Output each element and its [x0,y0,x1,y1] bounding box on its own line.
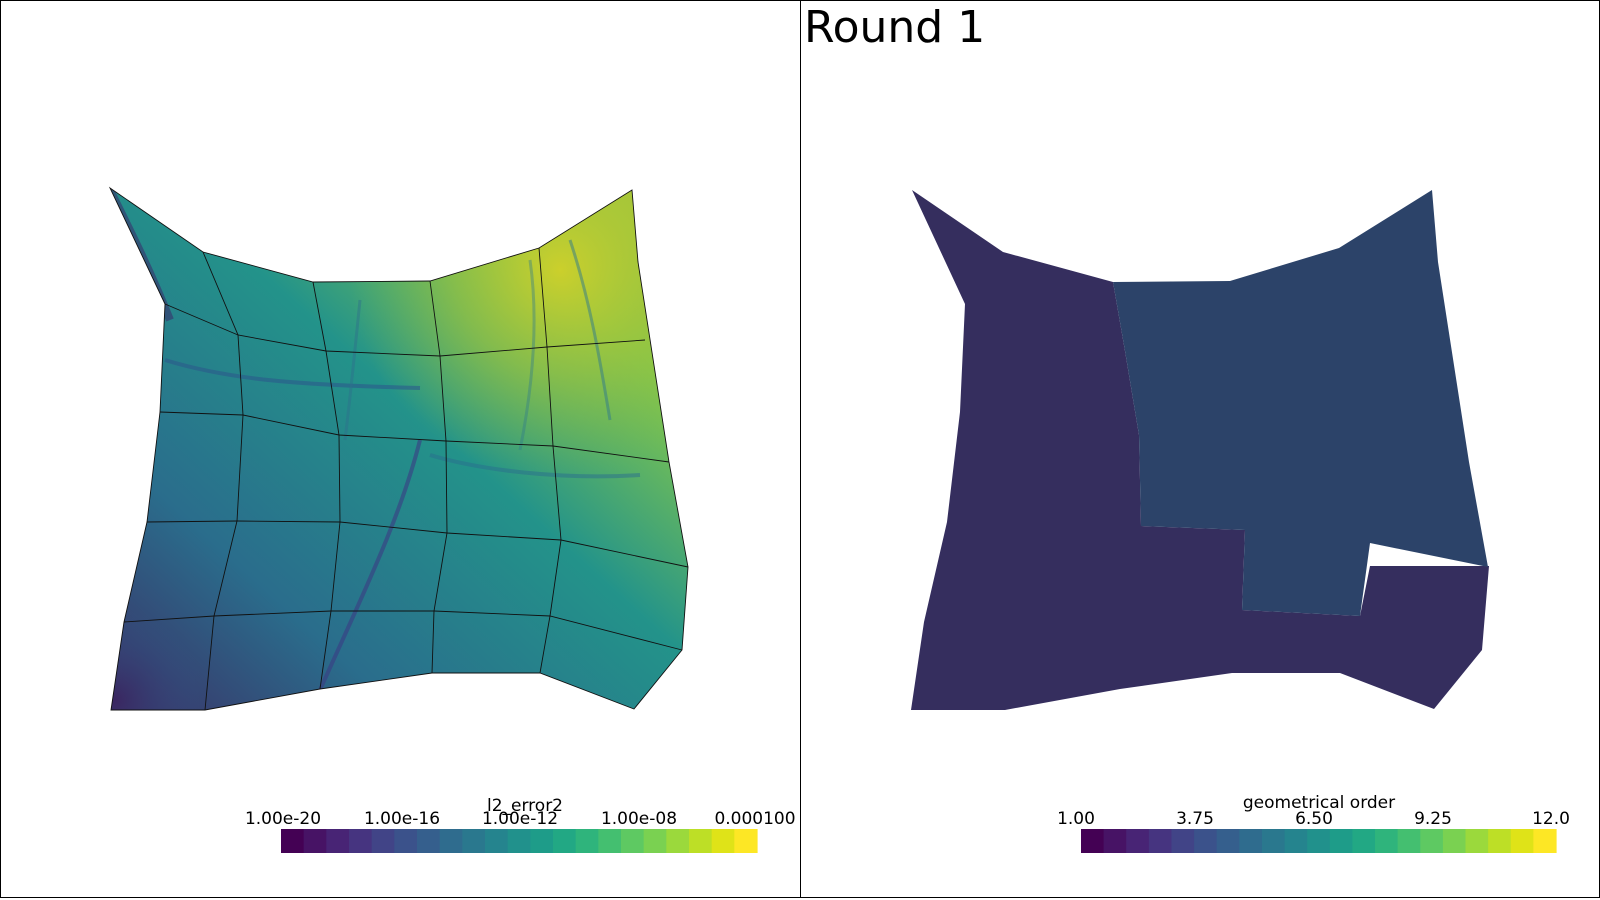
round-title: Round 1 [804,2,986,53]
l2-error-colorbar-swatch-20 [734,829,758,853]
l2-error-tick-3: 1.00e-08 [601,809,677,829]
geometrical-order-colorbar-swatch-13 [1375,829,1399,853]
geometrical-order-field [911,190,1489,710]
geometrical-order-colorbar-swatch-5 [1194,829,1218,853]
l2-error-colorbar-swatch-7 [439,829,463,853]
geometrical-order-colorbar-swatch-18 [1488,829,1512,853]
l2-error-tick-2: 1.00e-12 [482,809,558,829]
mesh-gridlines [108,186,689,711]
l2-error-field [110,188,688,710]
l2-error-colorbar-swatch-9 [485,829,509,853]
geometrical-order-tick-4: 12.0 [1532,809,1570,829]
l2-error-tick-0: 1.00e-20 [245,809,321,829]
l2-error-colorbar-swatch-1 [303,829,327,853]
l2-error-colorbar-swatch-4 [371,829,395,853]
geometrical-order-colorbar-swatch-7 [1239,829,1263,853]
geometrical-order-colorbar-swatches [1081,829,1557,853]
geometrical-order-colorbar-swatch-15 [1420,829,1444,853]
l2-error-colorbar-swatch-6 [417,829,441,853]
geometrical-order-colorbar-swatch-19 [1510,829,1534,853]
geometrical-order-colorbar-label: geometrical order [1243,793,1395,813]
region-low-order [911,190,1489,710]
geometrical-order-tick-2: 6.50 [1295,809,1333,829]
l2-error-colorbar-swatches [281,829,758,853]
geometrical-order-colorbar-swatch-16 [1442,829,1467,853]
geometrical-order-colorbar-swatch-20 [1533,829,1557,853]
l2-error-colorbar-swatch-0 [281,829,305,853]
l2-error-tick-1: 1.00e-16 [364,809,440,829]
geometrical-order-colorbar-swatch-3 [1148,829,1173,853]
geometrical-order-colorbar-swatch-0 [1081,829,1105,853]
geometrical-order-colorbar: geometrical order 1.00 3.75 6.50 9.25 12… [1057,793,1570,853]
geometrical-order-colorbar-swatch-1 [1103,829,1127,853]
l2-error-colorbar-swatch-10 [507,829,531,853]
l2-error-colorbar-swatch-5 [394,829,418,853]
l2-error-colorbar-swatch-12 [553,829,577,853]
geometrical-order-colorbar-swatch-2 [1126,829,1150,853]
region-high-order [1113,190,1488,616]
l2-error-colorbar-swatch-17 [666,829,690,853]
l2-error-colorbar-swatch-3 [349,829,373,853]
l2-error-colorbar-swatch-14 [598,829,622,853]
l2-error-colorbar-swatch-16 [643,829,667,853]
geometrical-order-colorbar-swatch-6 [1216,829,1240,853]
geometrical-order-tick-3: 9.25 [1414,809,1452,829]
l2-error-mesh-plot: l2_error2 1.00e-20 1.00e-16 1.00e-12 1.0… [108,186,796,853]
geometrical-order-colorbar-swatch-17 [1465,829,1489,853]
l2-error-colorbar-swatch-15 [621,829,645,853]
geometrical-order-tick-1: 3.75 [1176,809,1214,829]
l2-error-colorbar-swatch-13 [575,829,599,853]
l2-error-colorbar-swatch-11 [530,829,554,853]
geometrical-order-colorbar-swatch-12 [1352,829,1376,853]
geometrical-order-mesh-plot: geometrical order 1.00 3.75 6.50 9.25 12… [911,190,1570,853]
l2-error-tick-4: 0.000100 [714,809,795,829]
geometrical-order-colorbar-swatch-14 [1397,829,1421,853]
geometrical-order-colorbar-swatch-10 [1307,829,1331,853]
geometrical-order-colorbar-swatch-4 [1171,829,1195,853]
geometrical-order-colorbar-swatch-11 [1329,829,1354,853]
l2-error-colorbar-label: l2_error2 [487,796,563,816]
geometrical-order-colorbar-swatch-9 [1284,829,1308,853]
geometrical-order-colorbar-swatch-8 [1261,829,1286,853]
l2-error-colorbar-swatch-18 [689,829,713,853]
l2-error-colorbar-swatch-2 [326,829,350,853]
l2-error-colorbar-swatch-19 [711,829,735,853]
l2-error-colorbar-swatch-8 [462,829,486,853]
geometrical-order-tick-0: 1.00 [1057,809,1095,829]
l2-error-colorbar: l2_error2 1.00e-20 1.00e-16 1.00e-12 1.0… [245,796,796,853]
